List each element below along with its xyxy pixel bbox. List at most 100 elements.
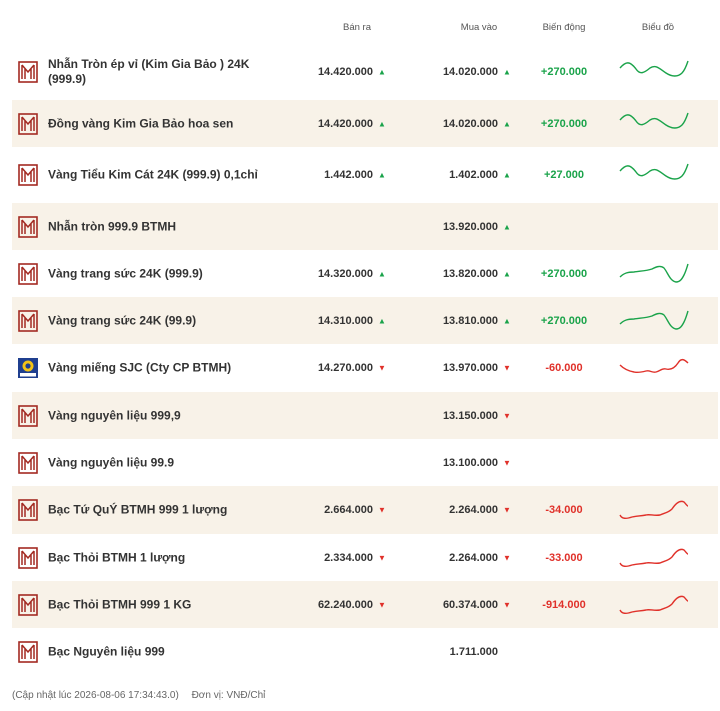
- sparkline-chart[interactable]: [618, 111, 690, 137]
- btmh-logo-icon: [18, 546, 38, 569]
- buy-price: 13.100.000: [442, 456, 498, 469]
- arrow-down-icon: ▼: [378, 553, 386, 562]
- sparkline-path: [619, 358, 689, 374]
- product-name: Nhẫn Tròn ép vỉ (Kim Gia Bảo ) 24K (999.…: [48, 57, 250, 86]
- buy-price: 60.374.000: [442, 598, 498, 611]
- buy-price: 2.264.000: [449, 504, 498, 516]
- arrow-up-icon: ▲: [503, 222, 511, 231]
- sell-price: 14.270.000: [317, 362, 373, 374]
- arrow-up-icon: ▲: [503, 170, 511, 180]
- sell-price: 2.334.000: [324, 551, 373, 564]
- buy-price: 2.264.000: [449, 551, 498, 564]
- table-row[interactable]: Bạc Thỏi BTMH 999 1 KG 62.240.000 ▼ 60.374.…: [12, 581, 718, 628]
- sparkline-path: [619, 263, 689, 283]
- sparkline-path: [619, 163, 689, 180]
- table-row[interactable]: Vàng nguyên liệu 99.9 13.100.000 ▼: [12, 439, 718, 486]
- product-name: Bạc Thỏi BTMH 999 1 KG: [48, 597, 192, 611]
- product-name: Vàng miếng SJC (Cty CP BTMH): [48, 360, 232, 375]
- sparkline-chart[interactable]: [618, 261, 690, 287]
- price-change: -33.000: [545, 551, 583, 564]
- arrow-up-icon: ▲: [378, 67, 386, 77]
- btmh-logo-icon: [18, 404, 38, 427]
- btmh-logo-icon: [18, 112, 38, 135]
- table-row[interactable]: Nhẫn Tròn ép vỉ (Kim Gia Bảo ) 24K (999.…: [12, 44, 718, 100]
- arrow-down-icon: ▼: [378, 505, 386, 515]
- unit-label: Đơn vị: VNĐ/Chỉ: [191, 690, 266, 701]
- product-name: Đồng vàng Kim Gia Bảo hoa sen: [48, 116, 234, 130]
- price-change: +270.000: [540, 117, 588, 130]
- table-row[interactable]: Vàng Tiểu Kim Cát 24K (999.9) 0,1chỉ 1.44…: [12, 147, 718, 203]
- btmh-logo-icon: [18, 262, 38, 285]
- arrow-down-icon: ▼: [503, 553, 511, 562]
- buy-price: 1.711.000: [449, 645, 498, 658]
- arrow-up-icon: ▲: [378, 316, 386, 325]
- buy-price: 1.402.000: [449, 169, 498, 181]
- btmh-logo-icon: [18, 61, 38, 83]
- table-row[interactable]: Bạc Tứ QuÝ BTMH 999 1 lượng 2.664.000 ▼ 2.2…: [12, 486, 718, 534]
- table-row[interactable]: Bạc Nguyên liệu 999 1.711.000: [12, 628, 718, 675]
- footer: (Cập nhật lúc 2026-08-06 17:34:43.0) Đơn…: [12, 690, 275, 701]
- sparkline-chart[interactable]: [618, 59, 690, 85]
- sell-price: 14.320.000: [317, 267, 373, 280]
- table-header: Bán ra Mua vào Biến động Biểu đồ: [0, 0, 720, 54]
- arrow-up-icon: ▲: [378, 269, 386, 278]
- product-name: Vàng trang sức 24K (99.9): [48, 313, 197, 327]
- table-row[interactable]: Đồng vàng Kim Gia Bảo hoa sen 14.420.000 ▲…: [12, 100, 718, 147]
- table-row[interactable]: Vàng miếng SJC (Cty CP BTMH) 14.270.000 ▼ 1…: [12, 344, 718, 392]
- price-change: -914.000: [542, 598, 586, 611]
- sell-price: 14.310.000: [317, 314, 373, 327]
- product-name: Bạc Tứ QuÝ BTMH 999 1 lượng: [48, 502, 228, 517]
- sell-price: 14.420.000: [317, 117, 373, 130]
- price-change: +270.000: [540, 314, 588, 327]
- product-name: Vàng trang sức 24K (999.9): [48, 266, 203, 280]
- table-row[interactable]: Vàng trang sức 24K (99.9) 14.310.000 ▲ 13.8…: [12, 297, 718, 344]
- sparkline-chart[interactable]: [618, 162, 690, 188]
- buy-price: 13.150.000: [442, 409, 498, 422]
- header-chart: Biểu đồ: [641, 22, 675, 33]
- price-change: +270.000: [540, 267, 588, 280]
- table-row[interactable]: Vàng nguyên liệu 999,9 13.150.000 ▼: [12, 392, 718, 439]
- buy-price: 13.970.000: [442, 362, 498, 374]
- update-time: (Cập nhật lúc 2026-08-06 17:34:43.0): [12, 690, 179, 701]
- buy-price: 13.810.000: [442, 314, 498, 327]
- sparkline-chart[interactable]: [618, 592, 690, 618]
- arrow-down-icon: ▼: [503, 600, 511, 609]
- arrow-up-icon: ▲: [503, 316, 511, 325]
- arrow-down-icon: ▼: [378, 363, 386, 373]
- buy-price: 14.020.000: [442, 66, 498, 78]
- arrow-up-icon: ▲: [503, 269, 511, 278]
- sparkline-path: [619, 60, 689, 77]
- table-row[interactable]: Vàng trang sức 24K (999.9) 14.320.000 ▲ 13.…: [12, 250, 718, 297]
- table-row[interactable]: Nhẫn tròn 999.9 BTMH 13.920.000 ▲: [12, 203, 718, 250]
- buy-price: 14.020.000: [442, 117, 498, 130]
- table-row[interactable]: Bạc Thỏi BTMH 1 lượng 2.334.000 ▼ 2.264.000…: [12, 534, 718, 581]
- sparkline-path: [619, 112, 689, 129]
- sell-price: 14.420.000: [317, 66, 373, 78]
- sparkline-chart[interactable]: [618, 497, 690, 523]
- product-name: Vàng nguyên liệu 999,9: [48, 408, 181, 422]
- buy-price: 13.820.000: [442, 267, 498, 280]
- sparkline-chart[interactable]: [618, 545, 690, 571]
- btmh-logo-icon: [18, 499, 38, 521]
- sparkline-chart[interactable]: [618, 308, 690, 334]
- product-name: Vàng nguyên liệu 99.9: [48, 455, 175, 469]
- btmh-logo-icon: [18, 215, 38, 238]
- btmh-logo-icon: [18, 640, 38, 663]
- sparkline-path: [619, 548, 689, 567]
- btmh-logo-icon: [18, 593, 38, 616]
- product-name: Nhẫn tròn 999.9 BTMH: [48, 219, 177, 233]
- arrow-down-icon: ▼: [503, 363, 511, 373]
- arrow-up-icon: ▲: [378, 119, 386, 128]
- sparkline-path: [619, 310, 689, 330]
- sparkline-path: [619, 500, 689, 520]
- sell-price: 62.240.000: [317, 598, 373, 611]
- price-table: Nhẫn Tròn ép vỉ (Kim Gia Bảo ) 24K (999.…: [12, 44, 718, 675]
- product-name: Vàng Tiểu Kim Cát 24K (999.9) 0,1chỉ: [48, 167, 258, 182]
- sparkline-path: [619, 595, 689, 614]
- price-change: +27.000: [543, 169, 585, 181]
- arrow-up-icon: ▲: [378, 170, 386, 180]
- header-sell: Bán ra: [343, 22, 371, 33]
- price-change: -60.000: [545, 362, 583, 374]
- arrow-up-icon: ▲: [503, 119, 511, 128]
- sparkline-chart[interactable]: [618, 355, 690, 381]
